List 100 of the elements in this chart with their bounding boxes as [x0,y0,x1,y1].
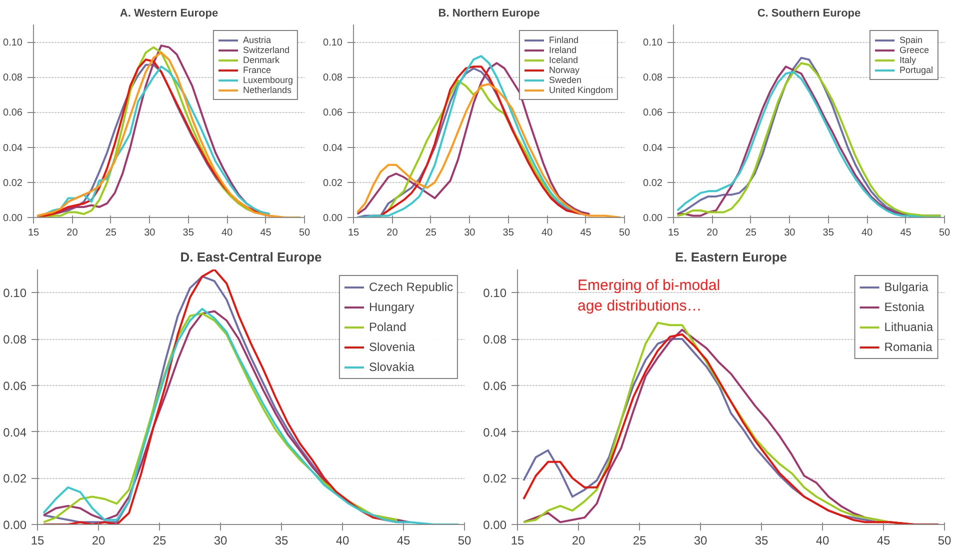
x-tick-label: 40 [222,228,234,238]
y-tick-label: 0.10 [483,286,507,300]
x-tick-label: 35 [754,534,768,548]
y-tick-label: 0.04 [323,142,343,154]
legend-label: United Kingdom [548,85,613,95]
chart-title: B. Northern Europe [438,8,540,20]
x-tick-label: 35 [182,228,194,238]
x-tick-label: 15 [30,534,44,548]
y-tick-label: 0.04 [483,425,507,440]
y-tick-label: 0.10 [643,38,663,49]
legend-label: Ireland [548,45,576,55]
y-tick-label: 0.02 [323,178,343,189]
x-tick-label: 30 [694,534,708,548]
legend-label: Finland [548,35,578,45]
x-tick-label: 50 [618,228,630,238]
x-tick-label: 40 [542,228,554,238]
y-tick-label: 0.00 [3,518,27,532]
x-tick-label: 50 [938,228,950,238]
y-tick-label: 0.02 [3,178,23,189]
y-tick-label: 0.08 [643,72,663,84]
chart-title: A. Western Europe [120,8,218,20]
legend-label: France [242,65,271,75]
y-tick-label: 0.06 [643,108,663,119]
y-tick-label: 0.04 [3,425,27,440]
y-tick-label: 0.06 [3,378,27,393]
y-tick-label: 0.10 [3,38,23,49]
x-tick-label: 20 [66,228,78,238]
x-tick-label: 30 [464,228,476,238]
y-tick-label: 0.06 [3,108,23,119]
x-tick-label: 45 [396,534,410,548]
x-tick-label: 50 [458,534,472,548]
x-tick-label: 25 [152,534,166,548]
legend-label: Slovenia [368,340,415,354]
x-tick-label: 40 [862,228,874,238]
legend-label: Denmark [242,55,280,65]
x-tick-label: 50 [938,534,952,548]
legend-label: Switzerland [242,45,290,55]
legend-label: Greece [899,45,929,55]
x-tick-label: 40 [336,534,350,548]
legend-label: Estonia [884,300,924,314]
legend-label: Luxembourg [242,75,293,85]
y-tick-label: 0.10 [3,286,27,300]
legend-label: Czech Republic [368,280,453,294]
y-tick-label: 0.00 [643,213,663,224]
x-tick-label: 30 [784,228,796,238]
y-tick-label: 0.08 [3,72,23,84]
x-tick-label: 45 [900,228,912,238]
y-tick-label: 0.02 [643,178,663,189]
x-tick-label: 35 [502,228,514,238]
legend-label: Hungary [368,300,414,314]
y-tick-label: 0.00 [3,213,23,224]
legend-label: Austria [242,35,271,45]
y-tick-label: 0.02 [3,472,27,486]
legend-label: Lithuania [884,320,933,334]
x-tick-label: 15 [510,534,524,548]
x-tick-label: 50 [298,228,310,238]
legend-label: Spain [899,35,922,45]
x-tick-label: 15 [28,228,40,238]
legend-label: Iceland [548,55,578,65]
x-tick-label: 20 [572,534,586,548]
x-tick-label: 30 [144,228,156,238]
y-tick-label: 0.06 [483,378,507,393]
x-tick-label: 45 [580,228,592,238]
line-series [356,83,622,218]
chart-title: D. East-Central Europe [180,250,322,264]
x-tick-label: 45 [876,534,890,548]
x-tick-label: 25 [425,228,437,238]
y-tick-label: 0.06 [323,108,343,119]
y-tick-label: 0.02 [483,472,507,486]
legend-label: Poland [368,320,406,334]
x-tick-label: 40 [816,534,830,548]
y-tick-label: 0.00 [483,518,507,532]
y-tick-label: 0.08 [3,332,27,347]
legend-label: Bulgaria [884,280,928,294]
chart-title: C. Southern Europe [757,8,861,20]
y-tick-label: 0.08 [323,72,343,84]
x-tick-label: 25 [105,228,117,238]
x-tick-label: 20 [386,228,398,238]
x-tick-label: 25 [632,534,646,548]
x-tick-label: 45 [260,228,272,238]
y-tick-label: 0.04 [643,142,663,154]
x-tick-label: 30 [214,534,228,548]
legend-label: Portugal [899,65,933,75]
x-tick-label: 35 [274,534,288,548]
legend-label: Netherlands [242,85,292,95]
annotation: Emerging of bi-modal age distributions… [578,277,720,314]
x-tick-label: 35 [822,228,834,238]
x-tick-label: 15 [348,228,360,238]
x-tick-label: 20 [706,228,718,238]
legend-label: Romania [884,340,932,354]
y-tick-label: 0.04 [3,142,23,154]
legend-label: Slovakia [368,360,414,374]
x-tick-label: 20 [92,534,106,548]
chart-title: E. Eastern Europe [675,250,787,264]
legend-label: Italy [899,55,917,65]
y-tick-label: 0.10 [323,38,343,49]
legend-label: Sweden [548,75,582,85]
y-tick-label: 0.00 [323,213,343,224]
x-tick-label: 25 [745,228,757,238]
x-tick-label: 15 [668,228,680,238]
